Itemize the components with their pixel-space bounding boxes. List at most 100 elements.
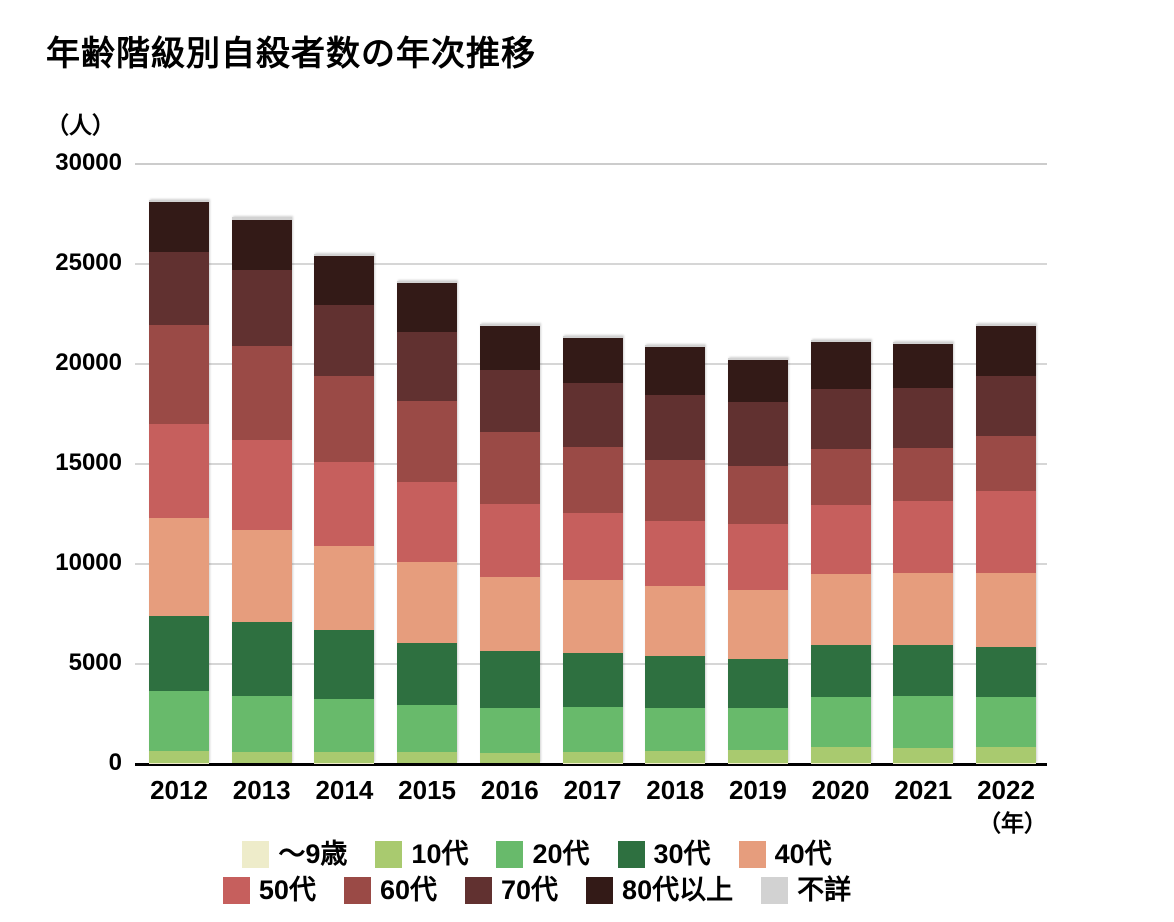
legend-swatch-age-0-9 — [242, 841, 270, 868]
legend-label-age-60s: 60代 — [379, 875, 437, 905]
legend-item-age-40s: 40代 — [738, 839, 832, 870]
bar-2016-segment-age-70s — [479, 370, 540, 432]
legend-label-age-10s: 10代 — [411, 839, 469, 869]
bar-2013-segment-age-40s — [231, 529, 292, 622]
legend-label-age-20s: 20代 — [532, 839, 590, 869]
bar-2012-segment-age-60s — [149, 324, 209, 425]
legend-swatch-age-40s — [738, 841, 766, 868]
bar-2020-segment-age-10s — [810, 747, 871, 763]
bar-2021-segment-age-20s — [893, 695, 954, 749]
legend-swatch-age-70s — [465, 877, 492, 904]
bar-2017-segment-age-80-plus — [562, 338, 623, 384]
x-tick-label-2020: 2020 — [811, 775, 870, 805]
legend-item-age-70s: 70代 — [465, 875, 558, 906]
bar-2015-segment-age-40s — [397, 561, 458, 644]
legend-item-age-30s: 30代 — [617, 839, 711, 870]
legend-item-age-20s: 20代 — [496, 839, 590, 870]
bar-2012-segment-age-70s — [149, 251, 209, 325]
legend-swatch-age-20s — [496, 841, 524, 868]
y-tick-label-5000: 5000 — [68, 649, 122, 676]
bar-2019-segment-age-30s — [727, 658, 788, 708]
bar-2021-segment-age-10s — [893, 748, 954, 763]
plot-area — [135, 163, 1047, 766]
bar-2018-segment-age-10s — [645, 751, 706, 763]
bar-2014-segment-unknown — [314, 253, 375, 256]
bar-2022-segment-age-20s — [976, 697, 1036, 748]
y-tick-label-20000: 20000 — [55, 349, 122, 376]
bar-2015-segment-age-10s — [397, 751, 458, 763]
bar-2017-segment-age-50s — [562, 513, 623, 581]
x-tick-label-2016: 2016 — [480, 775, 539, 805]
bar-2016-segment-age-60s — [479, 431, 540, 505]
bar-2017-segment-age-60s — [562, 446, 623, 514]
bar-2015-segment-age-70s — [397, 331, 458, 401]
bar-2018-segment-age-40s — [645, 585, 706, 656]
x-tick-label-2013: 2013 — [232, 775, 291, 805]
bar-2015-segment-age-60s — [397, 400, 458, 483]
bar-2013-segment-age-10s — [231, 751, 292, 763]
gridline-25000 — [135, 263, 1047, 265]
legend-label-age-30s: 30代 — [653, 839, 711, 869]
bar-2015-segment-age-50s — [397, 482, 458, 562]
bar-2018-segment-age-20s — [645, 708, 706, 752]
legend-swatch-age-60s — [343, 877, 371, 904]
legend-label-age-50s: 50代 — [258, 875, 316, 905]
y-tick-label-30000: 30000 — [55, 149, 122, 176]
bar-2013-segment-age-20s — [231, 695, 292, 752]
bar-2014-segment-age-10s — [314, 752, 375, 763]
bar-2015-segment-age-80-plus — [397, 283, 458, 332]
bar-2013 — [231, 217, 292, 763]
bar-2012-segment-age-80-plus — [149, 202, 209, 252]
bar-2019-segment-age-60s — [727, 466, 788, 525]
bar-2021-segment-age-60s — [893, 448, 954, 501]
x-tick-label-2019: 2019 — [728, 775, 787, 805]
bar-2020-segment-age-80-plus — [810, 342, 871, 389]
x-tick-label-2012: 2012 — [150, 775, 208, 805]
legend-item-age-80-plus: 80代以上 — [586, 875, 733, 906]
legend-label-age-70s: 70代 — [501, 875, 559, 905]
x-axis-unit-label: （年） — [978, 810, 1047, 836]
bar-2020-segment-age-70s — [810, 388, 871, 450]
bar-2012 — [149, 200, 209, 763]
legend-swatch-unknown — [761, 877, 789, 904]
bar-2021-segment-unknown — [893, 341, 954, 344]
bar-2021-segment-age-70s — [893, 387, 954, 449]
bar-2018-segment-age-30s — [645, 655, 706, 709]
legend-item-age-0-9: ～9歳 — [242, 839, 347, 870]
bar-2018-segment-age-50s — [645, 521, 706, 586]
bar-2018 — [645, 344, 706, 763]
bar-2015 — [397, 281, 458, 763]
bar-2014-segment-age-50s — [314, 462, 375, 546]
bar-2022-segment-age-60s — [976, 436, 1036, 492]
bar-2017-segment-age-40s — [562, 580, 623, 654]
x-tick-label-2022: 2022 — [977, 775, 1035, 805]
bar-2020-segment-age-40s — [810, 573, 871, 645]
bar-2021-segment-age-30s — [893, 644, 954, 696]
bar-2012-segment-age-10s — [149, 751, 209, 763]
bar-2014-segment-age-40s — [314, 545, 375, 631]
bar-2017-segment-unknown — [562, 336, 623, 339]
bar-2018-segment-age-70s — [645, 394, 706, 460]
bar-2020-segment-age-30s — [810, 644, 871, 698]
bar-2016-segment-age-50s — [479, 504, 540, 577]
y-tick-label-25000: 25000 — [55, 249, 122, 276]
bar-2018-segment-unknown — [645, 344, 706, 347]
legend-label-age-0-9: ～9歳 — [278, 839, 348, 869]
bar-2012-segment-age-30s — [149, 615, 209, 692]
bar-2014-segment-age-70s — [314, 305, 375, 376]
bar-2019-segment-age-50s — [727, 524, 788, 591]
bar-2019-segment-age-40s — [727, 590, 788, 659]
bar-2014 — [314, 253, 375, 763]
bar-2015-segment-unknown — [397, 281, 458, 284]
bar-2012-segment-age-40s — [149, 517, 209, 616]
bar-2013-segment-age-50s — [231, 440, 292, 530]
bar-2022-segment-age-70s — [976, 376, 1036, 437]
x-tick-label-2018: 2018 — [646, 775, 705, 805]
bar-2022-segment-age-10s — [976, 747, 1036, 763]
bar-2022-segment-unknown — [976, 324, 1036, 327]
legend-item-age-10s: 10代 — [375, 839, 468, 870]
legend-row-1: ～9歳 10代 20代 30代 40代 — [242, 839, 832, 870]
y-tick-label-10000: 10000 — [55, 549, 122, 576]
bar-2021 — [893, 341, 954, 763]
